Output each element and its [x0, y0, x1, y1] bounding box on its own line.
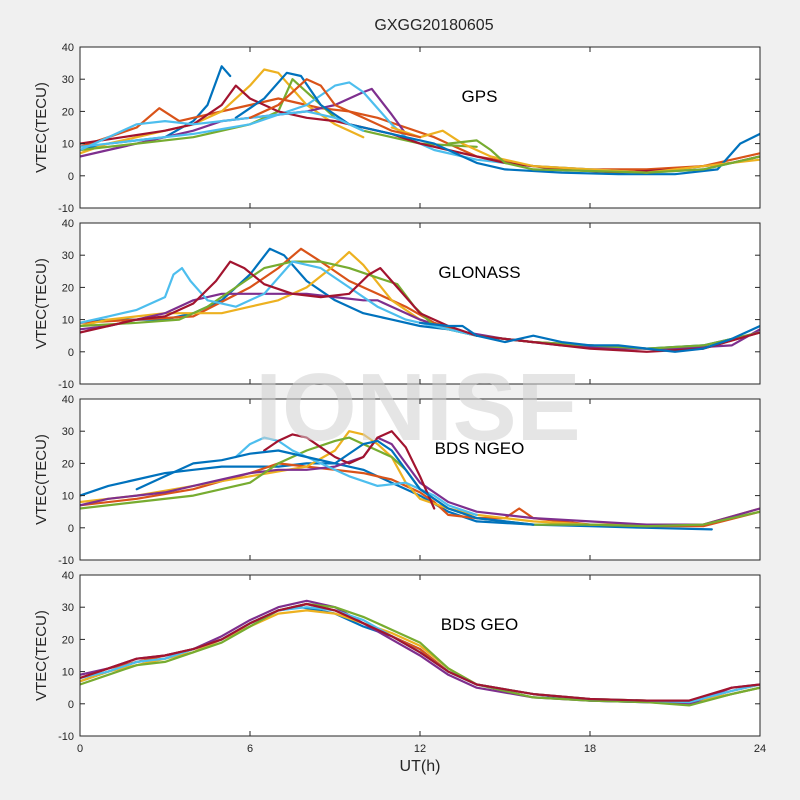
x-tick-label: 12 [414, 743, 426, 755]
y-tick-label: 0 [68, 347, 74, 359]
y-axis-label: VTEC(TECU) [33, 610, 50, 701]
y-tick-label: 10 [62, 491, 74, 503]
series-line-3 [80, 292, 760, 350]
series-line-11 [248, 78, 422, 139]
panel-label: BDS GEO [441, 615, 518, 634]
y-tick-label: 0 [68, 699, 74, 711]
series-line-2 [80, 68, 365, 155]
x-tick-label: 18 [584, 743, 596, 755]
x-axis-label: UT(h) [400, 758, 441, 775]
series-group [80, 599, 760, 707]
panel-label: GLONASS [438, 263, 520, 282]
series-group [80, 430, 760, 531]
axes-area [80, 47, 760, 208]
y-tick-label: 10 [62, 315, 74, 327]
y-tick-label: 10 [62, 139, 74, 151]
y-tick-label: 40 [62, 218, 74, 230]
series-line-6 [80, 260, 760, 353]
series-line-5 [80, 260, 478, 337]
series-line-6 [263, 430, 436, 510]
figure-title: GXGG20180605 [374, 17, 493, 34]
y-tick-label: -10 [58, 203, 74, 215]
series-line-9 [447, 139, 760, 174]
y-tick-label: 20 [62, 282, 74, 294]
watermark: IONISE [255, 354, 580, 461]
y-tick-label: 10 [62, 667, 74, 679]
series-line-7 [418, 321, 760, 353]
y-tick-label: 20 [62, 458, 74, 470]
series-line-7 [135, 439, 535, 526]
panel-0: -10 0 10 20 30 40 VTEC(TECU) GPS [33, 42, 761, 215]
y-tick-label: 0 [68, 171, 74, 183]
series-line-6 [80, 602, 760, 702]
y-tick-label: 30 [62, 426, 74, 438]
series-group [80, 247, 760, 353]
series-line-4 [80, 436, 760, 528]
series-line-4 [80, 78, 478, 152]
y-tick-label: -10 [58, 731, 74, 743]
x-tick-label: 6 [247, 743, 253, 755]
y-tick-label: -10 [58, 379, 74, 391]
y-axis-label: VTEC(TECU) [33, 258, 50, 349]
x-tick-label: 0 [77, 743, 83, 755]
y-axis-label: VTEC(TECU) [33, 82, 50, 173]
y-tick-label: 20 [62, 106, 74, 118]
y-tick-label: 40 [62, 42, 74, 54]
y-tick-label: 40 [62, 394, 74, 406]
series-group [80, 65, 760, 176]
series-line-8 [390, 126, 760, 174]
series-line-10 [80, 110, 365, 152]
panel-1: -10 0 10 20 30 40 VTEC(TECU) GLONASS [33, 218, 761, 391]
y-tick-label: 30 [62, 250, 74, 262]
panel-label: GPS [462, 87, 498, 106]
y-tick-label: 30 [62, 602, 74, 614]
y-tick-label: -10 [58, 555, 74, 567]
y-tick-label: 0 [68, 523, 74, 535]
x-tick-label: 24 [754, 743, 766, 755]
y-tick-label: 40 [62, 570, 74, 582]
series-line-4 [80, 602, 760, 707]
panel-2: -10 0 10 20 30 40 VTEC(TECU) BDS NGEO [33, 394, 761, 567]
series-line-2 [80, 250, 450, 331]
y-tick-label: 20 [62, 634, 74, 646]
axes-area [80, 399, 760, 560]
y-axis-label: VTEC(TECU) [33, 434, 50, 525]
series-line-5 [234, 436, 478, 517]
panel-label: BDS NGEO [435, 439, 525, 458]
y-tick-label: 30 [62, 74, 74, 86]
series-line-7 [234, 71, 760, 176]
